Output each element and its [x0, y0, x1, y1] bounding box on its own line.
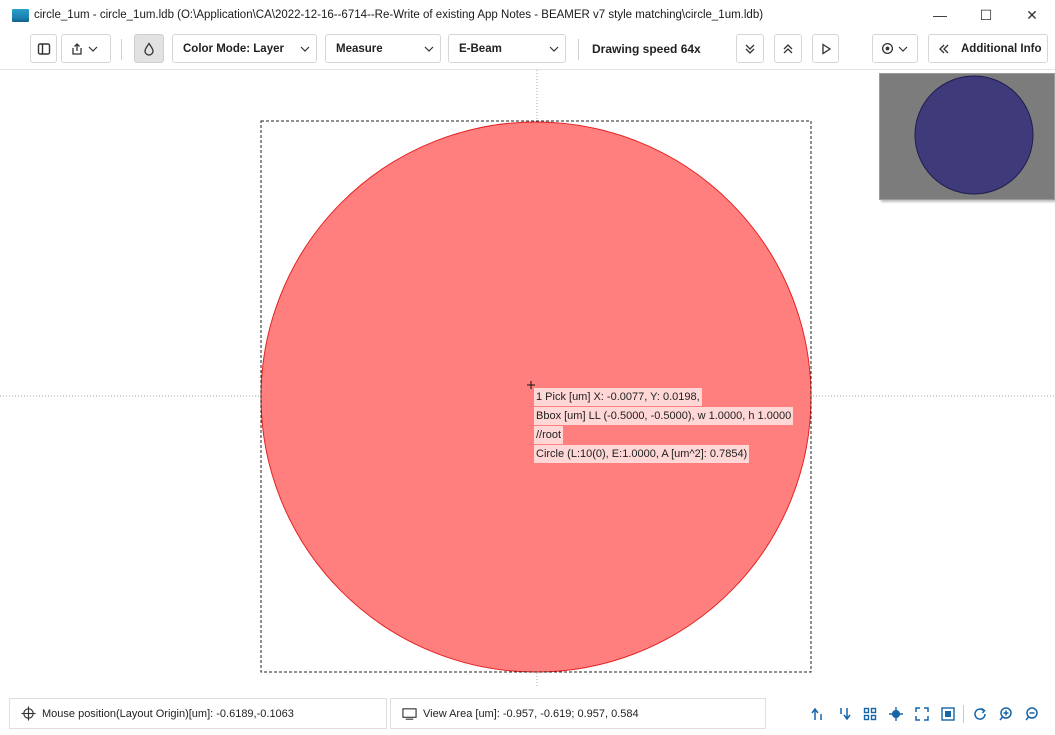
pick-info-line: Circle (L:10(0), E:1.0000, A [um^2]: 0.7… [534, 445, 750, 463]
speed-up-button[interactable] [774, 34, 802, 63]
fit-to-view-button[interactable] [910, 702, 933, 725]
toolbar-separator [578, 39, 579, 60]
double-chevron-down-icon [745, 44, 755, 54]
pick-info-line: //root [534, 426, 564, 444]
double-chevron-left-icon [939, 44, 949, 53]
window-controls: — ☐ ✕ [917, 0, 1055, 30]
move-down-button[interactable] [832, 702, 855, 725]
fit-view-icon [914, 706, 929, 721]
center-icon [888, 706, 903, 721]
panel-toggle-icon [37, 42, 50, 55]
window-title: circle_1um - circle_1um.ldb (O:\Applicat… [34, 9, 764, 21]
grid-view-button[interactable] [858, 702, 881, 725]
zoom-in-button[interactable] [994, 702, 1017, 725]
refresh-icon [973, 707, 986, 720]
measure-label: Measure [336, 42, 383, 55]
mouse-position-text: Mouse position(Layout Origin)[um]: -0.61… [42, 707, 294, 720]
zoom-in-icon [998, 706, 1012, 720]
close-button[interactable]: ✕ [1026, 6, 1038, 23]
view-area-panel: View Area [um]: -0.957, -0.619; 0.957, 0… [390, 698, 766, 729]
additional-info-button[interactable]: Additional Info [928, 34, 1048, 63]
fill-drop-icon [144, 41, 154, 56]
zoom-extents-button[interactable] [936, 702, 959, 725]
color-mode-label: Color Mode: Layer [183, 42, 284, 55]
export-icon [72, 42, 82, 55]
beam-label: E-Beam [459, 42, 502, 55]
zoom-out-button[interactable] [1020, 702, 1043, 725]
chevron-down-icon [88, 46, 98, 52]
pick-crosshair-icon [527, 381, 535, 389]
double-chevron-up-icon [783, 43, 793, 53]
chevron-down-icon [549, 46, 559, 52]
nav-separator [963, 704, 964, 723]
crosshair-target-icon [20, 706, 36, 721]
settings-dropdown[interactable] [872, 34, 918, 63]
arrow-down-icon [839, 707, 851, 720]
pick-info-line: Bbox [um] LL (-0.5000, -0.5000), w 1.000… [534, 407, 794, 425]
chevron-down-icon [898, 46, 907, 52]
move-up-button[interactable] [806, 702, 829, 725]
pick-info-tooltip: 1 Pick [um] X: -0.0077, Y: 0.0198, Bbox … [534, 388, 794, 464]
speed-down-button[interactable] [736, 34, 764, 63]
beam-select[interactable]: E-Beam [448, 34, 566, 63]
refresh-button[interactable] [968, 702, 991, 725]
play-button[interactable] [812, 34, 839, 63]
panel-toggle-button[interactable] [30, 34, 57, 63]
screen-icon [401, 707, 417, 720]
center-view-button[interactable] [884, 702, 907, 725]
view-area-text: View Area [um]: -0.957, -0.619; 0.957, 0… [423, 707, 639, 720]
layout-canvas[interactable]: 1 Pick [um] X: -0.0077, Y: 0.0198, Bbox … [0, 70, 1055, 688]
drawing-speed-label: Drawing speed 64x [592, 41, 701, 56]
export-dropdown[interactable] [61, 34, 111, 63]
fill-toggle-button[interactable] [134, 34, 164, 63]
minimap-view [914, 75, 1034, 195]
color-mode-select[interactable]: Color Mode: Layer [172, 34, 317, 63]
maximize-button[interactable]: ☐ [979, 6, 993, 23]
settings-icon [881, 42, 893, 55]
minimap-circle [914, 75, 1034, 195]
zoom-out-icon [1024, 706, 1038, 720]
view-navigation-toolbar [806, 698, 1055, 729]
pick-info-line: 1 Pick [um] X: -0.0077, Y: 0.0198, [534, 388, 702, 406]
mouse-position-panel: Mouse position(Layout Origin)[um]: -0.61… [9, 698, 387, 729]
overview-minimap[interactable] [879, 73, 1055, 200]
status-bar: Mouse position(Layout Origin)[um]: -0.61… [0, 688, 1055, 735]
chevron-down-icon [424, 46, 434, 52]
chevron-down-icon [300, 46, 310, 52]
grid-icon [863, 707, 876, 720]
toolbar-separator [121, 39, 122, 60]
play-icon [821, 42, 831, 55]
title-bar: circle_1um - circle_1um.ldb (O:\Applicat… [0, 0, 1055, 30]
app-logo-icon [12, 8, 29, 22]
extents-icon [940, 706, 955, 721]
additional-info-label: Additional Info [961, 42, 1042, 55]
bounding-box [260, 120, 812, 673]
toolbar: Color Mode: Layer Measure E-Beam Drawing… [0, 30, 1055, 70]
arrow-up-icon [810, 707, 822, 720]
minimize-button[interactable]: — [933, 7, 947, 23]
measure-select[interactable]: Measure [325, 34, 441, 63]
